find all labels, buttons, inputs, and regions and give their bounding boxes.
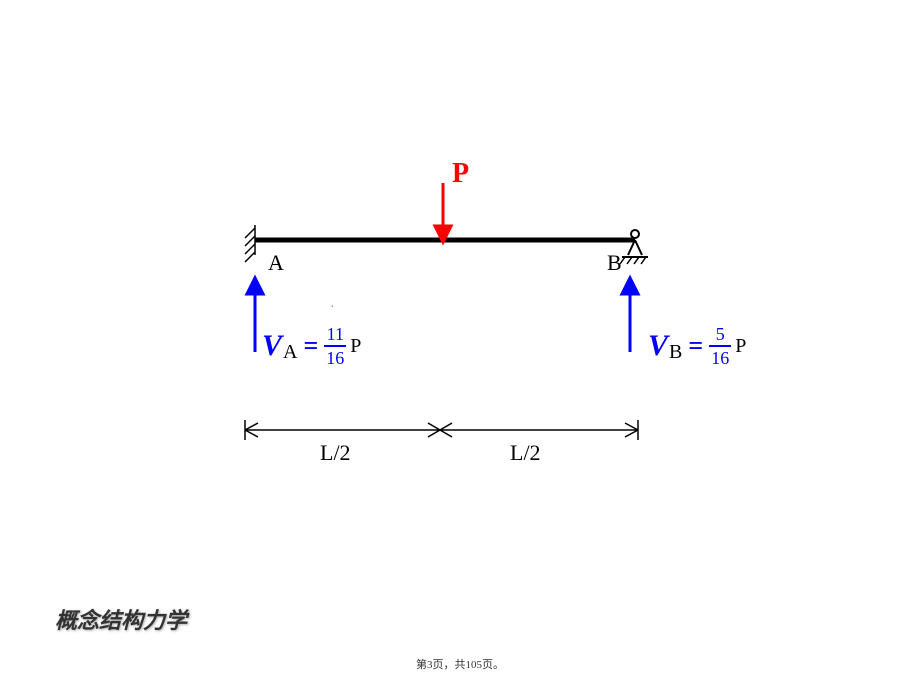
fixed-support-A: [245, 225, 255, 262]
center-dot: ·: [330, 300, 335, 316]
sub-A: A: [283, 341, 297, 364]
beam-diagram: P A B VA = 11 16 P VB = 5 16 P L/2 L/2 ·: [0, 0, 920, 690]
fraction-VB: 5 16: [709, 325, 731, 367]
denominator: 16: [709, 345, 731, 367]
formula-VA: VA = 11 16 P: [262, 325, 361, 367]
var-V: V: [648, 329, 668, 363]
formula-VB: VB = 5 16 P: [648, 325, 746, 367]
equals-icon: =: [303, 331, 318, 361]
trailing-P: P: [350, 335, 361, 358]
footer-title: 概念结构力学: [55, 603, 187, 635]
denominator: 16: [324, 345, 346, 367]
node-label-B: B: [607, 250, 622, 276]
diagram-svg: [0, 0, 920, 690]
dim-label-right: L/2: [510, 440, 541, 466]
page-number: 第3页，共105页。: [416, 656, 504, 672]
numerator: 5: [714, 325, 727, 345]
sub-B: B: [669, 341, 682, 364]
dimension-line: [245, 420, 638, 440]
node-label-A: A: [268, 250, 284, 276]
dim-label-left: L/2: [320, 440, 351, 466]
fraction-VA: 11 16: [324, 325, 346, 367]
trailing-P: P: [735, 335, 746, 358]
var-V: V: [262, 329, 282, 363]
equals-icon: =: [688, 331, 703, 361]
numerator: 11: [325, 325, 346, 345]
load-label-P: P: [452, 158, 469, 190]
roller-support-B: [620, 230, 648, 264]
